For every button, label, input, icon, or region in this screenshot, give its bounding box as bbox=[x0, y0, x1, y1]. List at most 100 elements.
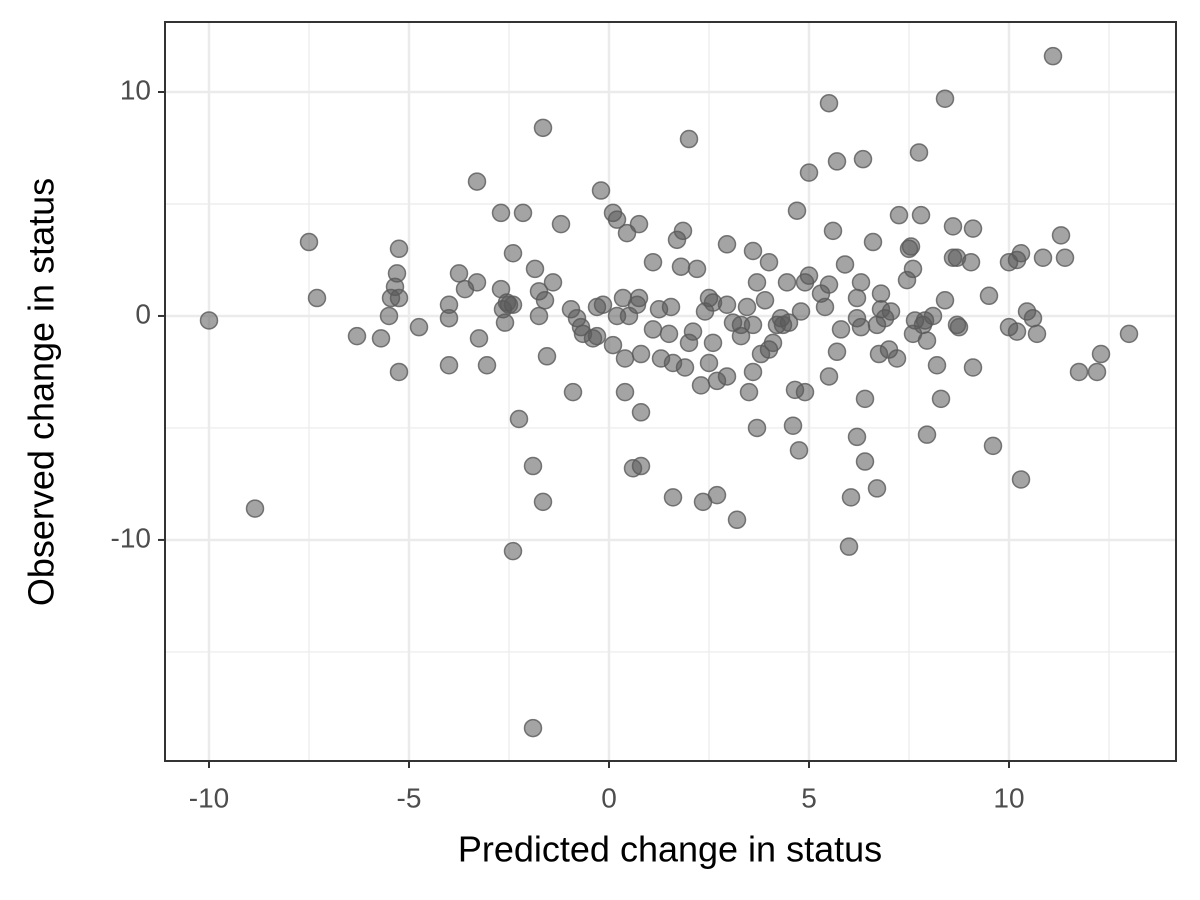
point bbox=[551, 214, 571, 234]
point bbox=[537, 347, 557, 366]
point bbox=[851, 317, 871, 337]
point bbox=[1027, 324, 1047, 344]
point bbox=[603, 335, 623, 355]
point bbox=[245, 499, 265, 518]
point bbox=[901, 237, 921, 256]
point bbox=[439, 295, 459, 315]
point bbox=[663, 488, 683, 507]
point bbox=[563, 382, 583, 402]
point bbox=[795, 382, 815, 402]
point bbox=[615, 349, 635, 368]
point bbox=[815, 297, 835, 317]
point bbox=[299, 232, 319, 252]
point bbox=[881, 302, 901, 321]
point bbox=[503, 295, 523, 315]
grid bbox=[165, 22, 1176, 761]
point bbox=[529, 306, 549, 326]
point bbox=[717, 235, 737, 254]
point bbox=[763, 333, 783, 353]
point bbox=[717, 295, 737, 315]
point bbox=[799, 163, 819, 182]
point bbox=[759, 252, 779, 272]
x-tick-label: -10 bbox=[189, 782, 229, 813]
point bbox=[379, 306, 399, 326]
point bbox=[631, 344, 651, 364]
point bbox=[467, 273, 487, 292]
point bbox=[503, 541, 523, 561]
point bbox=[587, 326, 607, 346]
point bbox=[727, 510, 747, 530]
point bbox=[1087, 362, 1107, 382]
point bbox=[747, 273, 767, 292]
y-axis-title: Observed change in status bbox=[21, 178, 62, 606]
point bbox=[819, 367, 839, 386]
point bbox=[593, 295, 613, 315]
point bbox=[631, 403, 651, 422]
point bbox=[931, 389, 951, 409]
point bbox=[703, 333, 723, 353]
point bbox=[783, 416, 803, 435]
point bbox=[687, 259, 707, 279]
point bbox=[853, 149, 873, 169]
point bbox=[839, 537, 859, 556]
point bbox=[629, 288, 649, 308]
point bbox=[659, 324, 679, 344]
point bbox=[755, 291, 775, 310]
point bbox=[671, 257, 691, 276]
point bbox=[791, 302, 811, 321]
point bbox=[523, 456, 543, 476]
point bbox=[827, 342, 847, 362]
point bbox=[747, 418, 767, 438]
point bbox=[1055, 248, 1075, 267]
point bbox=[835, 255, 855, 274]
y-tick-label: 10 bbox=[120, 74, 151, 105]
point bbox=[847, 288, 867, 308]
point bbox=[503, 244, 523, 263]
point bbox=[389, 288, 409, 308]
point bbox=[983, 436, 1003, 456]
point bbox=[887, 349, 907, 368]
point bbox=[777, 273, 797, 292]
point bbox=[409, 317, 429, 337]
x-tick-label: 5 bbox=[801, 782, 817, 813]
point bbox=[787, 201, 807, 220]
point bbox=[371, 329, 391, 348]
point bbox=[963, 358, 983, 377]
point bbox=[523, 718, 543, 738]
point bbox=[743, 315, 763, 335]
point bbox=[495, 313, 515, 332]
point bbox=[943, 217, 963, 236]
point bbox=[491, 203, 511, 223]
point bbox=[387, 264, 407, 283]
point bbox=[979, 286, 999, 306]
point bbox=[743, 241, 763, 261]
point bbox=[731, 326, 751, 346]
point bbox=[935, 291, 955, 310]
point bbox=[739, 382, 759, 402]
point bbox=[525, 259, 545, 279]
point bbox=[1033, 248, 1053, 267]
panel-border bbox=[164, 21, 1177, 762]
point bbox=[543, 273, 563, 292]
point bbox=[779, 313, 799, 332]
point bbox=[615, 382, 635, 402]
point bbox=[469, 329, 489, 348]
point bbox=[513, 203, 533, 223]
point bbox=[743, 362, 763, 382]
point bbox=[699, 353, 719, 373]
point bbox=[1011, 470, 1031, 489]
point bbox=[683, 322, 703, 341]
point bbox=[911, 205, 931, 225]
point bbox=[1023, 308, 1043, 328]
point bbox=[389, 239, 409, 259]
point bbox=[691, 376, 711, 395]
point bbox=[591, 181, 611, 200]
ticks: -10 -5 0 5 10 -10 0 10 bbox=[111, 74, 1025, 813]
point bbox=[1007, 322, 1027, 341]
point bbox=[863, 232, 883, 252]
point bbox=[347, 326, 367, 346]
point bbox=[831, 320, 851, 339]
point bbox=[917, 331, 937, 350]
